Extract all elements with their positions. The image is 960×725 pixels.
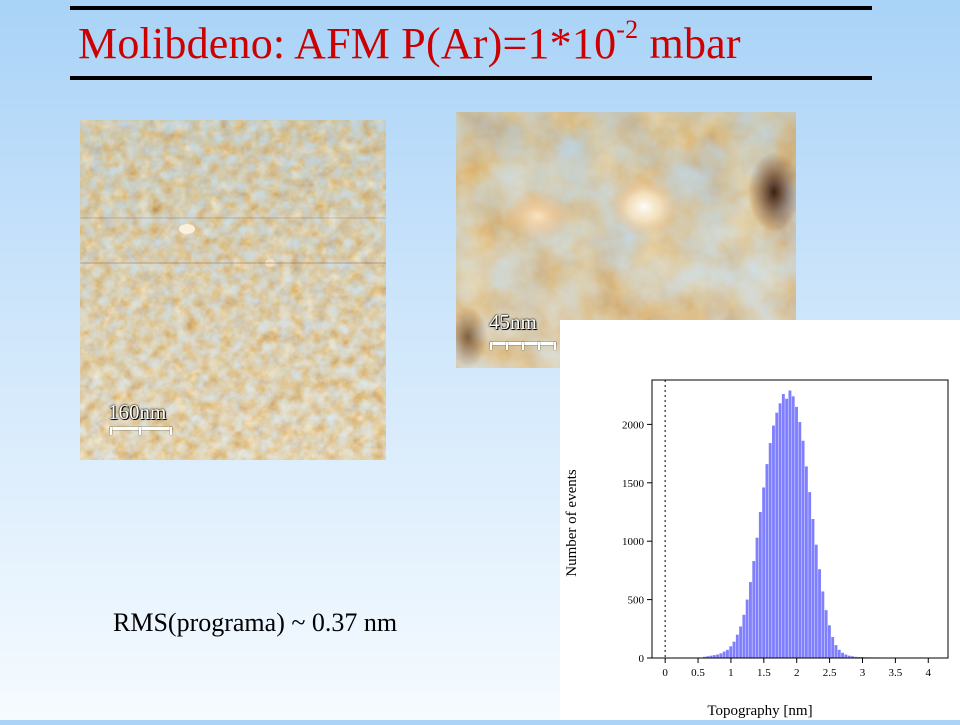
rms-text: RMS(programa) ~ 0.37 nm: [113, 608, 397, 638]
histogram-bar: [831, 637, 834, 658]
histogram-axes: 0 500 1000 1500 2000 0 0.5 1 1.5 2 2.5 3 3.5 4: [622, 380, 948, 679]
histogram-bar: [765, 464, 768, 658]
histogram-bar: [782, 394, 785, 658]
histogram-bar: [736, 635, 739, 658]
title-unit-text: mbar: [638, 19, 740, 68]
y-axis-label: Number of events: [564, 469, 580, 577]
histogram-bar: [752, 561, 755, 658]
afm-image-large-area: 160nm: [80, 120, 386, 460]
histogram-bar: [802, 441, 805, 658]
histogram-bar: [798, 422, 801, 658]
x-tick-label: 0.5: [691, 667, 705, 679]
title-top-rule: [70, 6, 872, 10]
histogram-bar: [716, 655, 719, 659]
y-tick-label: 2000: [622, 419, 645, 431]
histogram-bar: [821, 591, 824, 658]
histogram-bar: [825, 610, 828, 658]
histogram-bar: [749, 582, 752, 658]
histogram-bar: [762, 487, 765, 658]
scale-label-left: 160nm: [108, 400, 166, 425]
x-tick-label: 1.5: [757, 667, 771, 679]
histogram-bar: [805, 466, 808, 658]
histogram-bar: [812, 519, 815, 658]
x-tick-label: 2: [794, 667, 800, 679]
x-tick-label: 1: [728, 667, 734, 679]
histogram-bar: [772, 426, 775, 658]
histogram-bar: [815, 545, 818, 658]
histogram-bar: [719, 653, 722, 658]
x-tick-label: 0: [662, 667, 668, 679]
histogram-bar: [835, 645, 838, 658]
histogram-bar: [808, 492, 811, 658]
title-main-text: Molibdeno: AFM P(Ar)=1*10: [78, 19, 616, 68]
histogram-bar: [779, 403, 782, 658]
histogram-bar: [756, 538, 759, 658]
histogram-bar: [723, 652, 726, 658]
histogram-bar: [769, 443, 772, 658]
x-tick-label: 4: [926, 667, 932, 679]
histogram-bar: [841, 653, 844, 658]
scale-bar-right: [490, 342, 556, 350]
x-tick-label: 2.5: [823, 667, 837, 679]
y-tick-label: 0: [639, 653, 645, 665]
title-bottom-rule: [70, 76, 872, 80]
histogram-bar: [759, 512, 762, 658]
scale-label-right: 45nm: [489, 310, 537, 335]
y-tick-label: 1000: [622, 536, 645, 548]
histogram-bar: [729, 646, 732, 658]
histogram-bar: [788, 391, 791, 658]
y-tick-label: 500: [628, 595, 645, 607]
x-axis-label: Topography [nm]: [707, 703, 812, 719]
histogram-bar: [733, 642, 736, 658]
histogram-bar: [818, 569, 821, 658]
y-tick-label: 1500: [622, 478, 645, 490]
topography-histogram: 0 500 1000 1500 2000 0 0.5 1 1.5 2 2.5 3 3.5 4 Topogr…: [560, 320, 960, 720]
histogram-bar: [739, 626, 742, 658]
histogram-bar: [795, 407, 798, 658]
histogram-bar: [838, 650, 841, 658]
histogram-bar: [726, 650, 729, 658]
x-tick-label: 3: [860, 667, 866, 679]
histogram-bar: [792, 396, 795, 658]
histogram-panel: 0 500 1000 1500 2000 0 0.5 1 1.5 2 2.5 3 3.5 4 Topogr…: [560, 320, 960, 720]
histogram-bar: [828, 625, 831, 658]
histogram-bar: [844, 655, 847, 659]
x-tick-label: 3.5: [889, 667, 903, 679]
slide-title: Molibdeno: AFM P(Ar)=1*10-2 mbar: [78, 18, 741, 69]
histogram-bar: [742, 615, 745, 658]
scale-bar-left: [110, 427, 172, 435]
histogram-bar: [775, 413, 778, 658]
histogram-bars: [703, 391, 897, 658]
histogram-bar: [785, 399, 788, 658]
title-exponent: -2: [616, 15, 638, 44]
histogram-bar: [746, 600, 749, 658]
